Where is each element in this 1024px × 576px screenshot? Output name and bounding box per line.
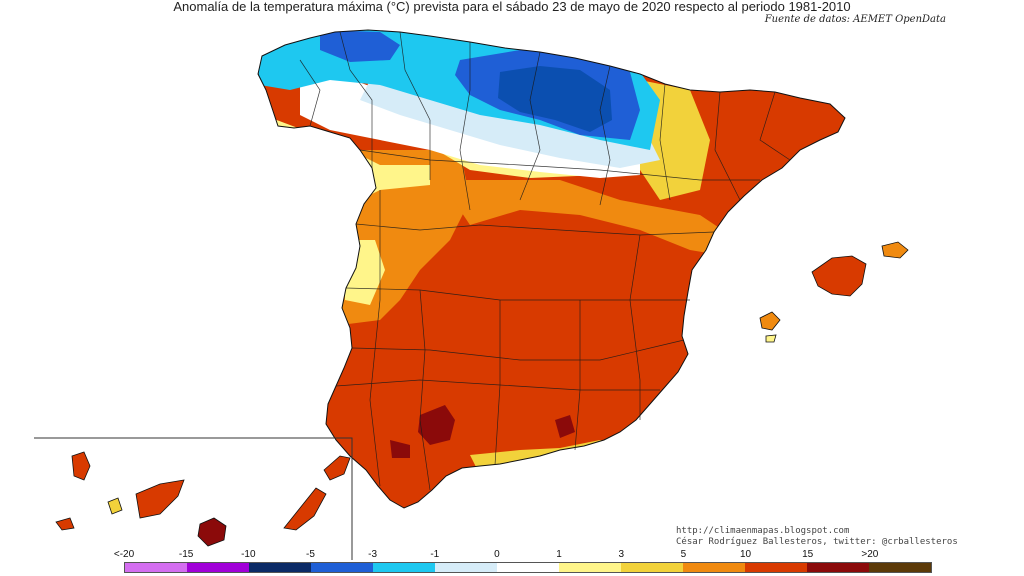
data-source: Fuente de datos: AEMET OpenData [764, 14, 946, 25]
legend-swatch [435, 563, 497, 572]
legend-swatch [559, 563, 621, 572]
credit-url: http://climaenmapas.blogspot.com [676, 526, 850, 536]
balearic-islands [759, 241, 909, 343]
fuerteventura [283, 487, 327, 531]
color-legend [124, 562, 932, 573]
iberian-peninsula [258, 30, 845, 508]
legend-swatch [621, 563, 683, 572]
legend-swatch [373, 563, 435, 572]
ibiza [759, 311, 781, 331]
legend-tick-label: 10 [739, 549, 752, 560]
legend-tick-label: -5 [306, 549, 315, 560]
legend-swatch [807, 563, 869, 572]
legend-tick-label: 1 [556, 549, 562, 560]
legend-tick-label: <-20 [113, 549, 135, 560]
canary-inset-frame [34, 437, 353, 560]
zone-minus1-0 [360, 80, 660, 168]
peninsula-outline [257, 29, 846, 509]
legend-tick-label: 3 [618, 549, 624, 560]
zone-3-5-north [440, 180, 730, 255]
legend-tick-label: >20 [861, 549, 879, 560]
legend-tick-label: -15 [178, 549, 194, 560]
canary-islands [55, 451, 351, 547]
formentera [765, 334, 777, 343]
lanzarote [323, 455, 351, 481]
la-palma [71, 451, 91, 481]
legend-swatch [187, 563, 249, 572]
zone-10-15-andalusia [390, 405, 575, 458]
menorca [881, 241, 909, 259]
legend-swatch [125, 563, 187, 572]
mallorca [811, 255, 867, 297]
legend-tick-label: -10 [241, 549, 256, 560]
zone-minus10-minus5 [498, 66, 612, 132]
credit-author: César Rodríguez Ballesteros, twitter: @c… [676, 537, 958, 547]
legend-tick-label: 0 [494, 549, 500, 560]
legend-swatch [249, 563, 311, 572]
tenerife [135, 479, 185, 519]
legend-swatch [497, 563, 559, 572]
el-hierro [55, 517, 75, 531]
legend-tick-label: -3 [368, 549, 378, 560]
legend-tick-label: -1 [430, 549, 440, 560]
legend-swatch [311, 563, 373, 572]
legend-swatch [745, 563, 807, 572]
gran-canaria [197, 517, 227, 547]
legend-swatch [869, 563, 931, 572]
legend-swatch [683, 563, 745, 572]
map-title: Anomalía de la temperatura máxima (°C) p… [173, 0, 851, 14]
legend-tick-label: 15 [802, 549, 814, 560]
la-gomera [107, 497, 123, 515]
province-boundaries [299, 31, 791, 491]
legend-tick-label: 5 [680, 549, 687, 560]
